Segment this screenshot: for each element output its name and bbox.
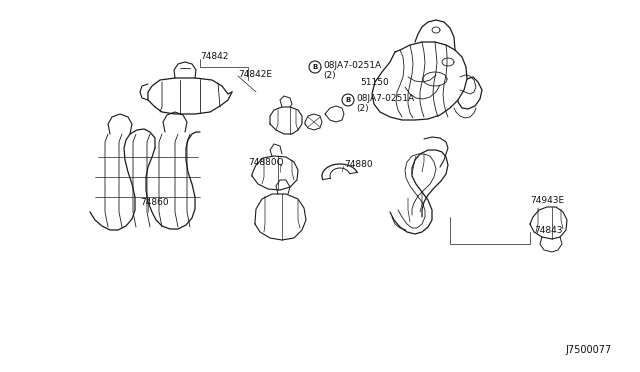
Text: 74860: 74860 — [140, 198, 168, 206]
Text: 51150: 51150 — [360, 77, 388, 87]
Text: (2): (2) — [323, 71, 335, 80]
Text: B: B — [312, 64, 317, 70]
Text: J7500077: J7500077 — [565, 345, 611, 355]
Text: 08JA7-0251A: 08JA7-0251A — [323, 61, 381, 70]
Text: 74880: 74880 — [344, 160, 372, 169]
Text: 74843: 74843 — [534, 225, 563, 234]
Text: 08JA7-0251A: 08JA7-0251A — [356, 93, 414, 103]
Text: (2): (2) — [356, 103, 369, 112]
Text: B: B — [346, 97, 351, 103]
Text: 74842: 74842 — [200, 51, 228, 61]
Text: 74842E: 74842E — [238, 70, 272, 78]
Text: 74880Q: 74880Q — [248, 157, 284, 167]
Text: 74943E: 74943E — [530, 196, 564, 205]
